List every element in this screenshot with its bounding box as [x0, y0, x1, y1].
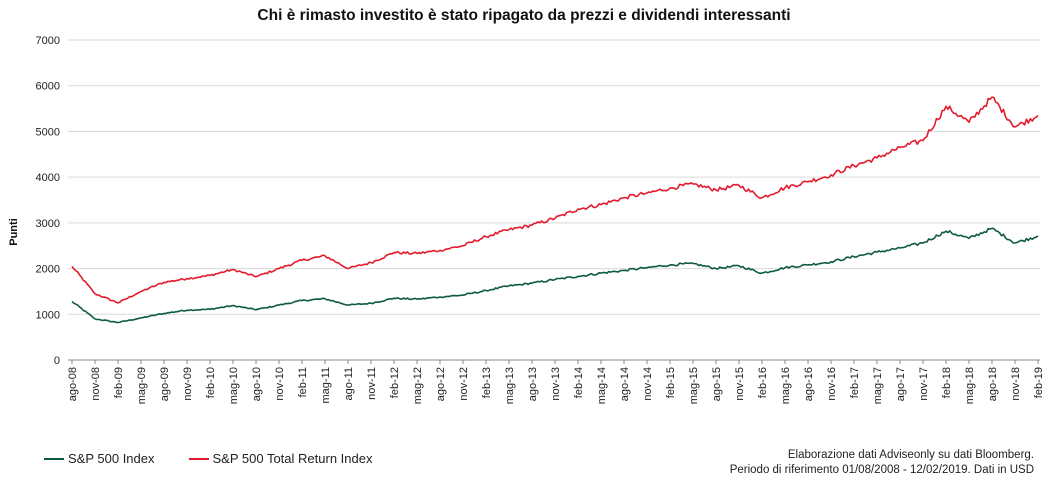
x-tick-label: ago-13	[527, 367, 539, 401]
x-tick-label: nov-09	[182, 367, 194, 401]
x-tick-label: feb-15	[665, 367, 677, 398]
x-tick-label: ago-18	[987, 367, 999, 401]
x-tick-label: mag-14	[596, 367, 608, 404]
x-tick-label: ago-08	[67, 367, 79, 401]
legend-label-sp500: S&P 500 Index	[68, 451, 155, 466]
y-tick-label: 4000	[36, 172, 60, 184]
x-tick-label: feb-14	[573, 367, 585, 398]
legend-swatch-sp500-tr	[188, 457, 209, 460]
y-tick-label: 5000	[36, 126, 60, 138]
x-tick-label: nov-16	[826, 367, 838, 401]
x-axis: ago-08 nov-08 feb-09 mag-09 ago-09 nov-09 feb-…	[67, 360, 1045, 404]
x-tick-label: feb-12	[389, 367, 401, 398]
legend-item-sp500-tr: S&P 500 Total Return Index	[188, 451, 373, 466]
x-tick-label: ago-11	[343, 367, 355, 400]
x-tick-label: ago-15	[711, 367, 723, 401]
x-tick-label: mag-12	[412, 367, 424, 404]
x-tick-label: feb-19	[1033, 367, 1045, 398]
x-tick-label: feb-16	[757, 367, 769, 398]
x-tick-label: ago-17	[895, 367, 907, 401]
x-tick-label: ago-10	[251, 367, 263, 401]
x-tick-label: feb-09	[113, 367, 125, 398]
source-line-2: Periodo di riferimento 01/08/2008 - 12/0…	[729, 464, 1034, 476]
y-tick-label: 6000	[36, 81, 60, 93]
x-tick-label: mag-10	[228, 367, 240, 404]
x-tick-label: nov-14	[642, 367, 654, 401]
x-tick-label: nov-18	[1010, 367, 1022, 401]
x-tick-label: mag-11	[320, 367, 332, 403]
legend-label-sp500-tr: S&P 500 Total Return Index	[212, 451, 373, 466]
x-tick-label: feb-13	[481, 367, 493, 398]
x-tick-label: mag-18	[964, 367, 976, 404]
x-tick-label: mag-09	[136, 367, 148, 404]
line-chart: Chi è rimasto investito è stato ripagato…	[8, 7, 1045, 404]
source-note: Elaborazione dati Adviseonly su dati Blo…	[730, 448, 1034, 478]
series-line-sp500	[71, 227, 1039, 324]
y-axis-label: Punti	[8, 218, 20, 246]
x-tick-label: ago-09	[159, 367, 171, 401]
x-tick-label: nov-17	[918, 367, 930, 401]
x-tick-label: ago-16	[803, 367, 815, 401]
x-tick-label: mag-15	[688, 367, 700, 404]
x-tick-label: nov-12	[458, 367, 470, 401]
legend: S&P 500 Index S&P 500 Total Return Index	[44, 451, 372, 466]
x-tick-label: mag-17	[872, 367, 884, 404]
x-tick-label: ago-12	[435, 367, 447, 401]
x-tick-label: mag-16	[780, 367, 792, 404]
y-tick-label: 3000	[36, 218, 60, 230]
series-line-sp500-total-return	[71, 96, 1039, 304]
x-tick-label: nov-11	[366, 367, 378, 400]
x-tick-label: mag-13	[504, 367, 516, 404]
x-tick-label: feb-10	[205, 367, 217, 398]
x-tick-label: nov-15	[734, 367, 746, 401]
source-line-1: Elaborazione dati Adviseonly su dati Blo…	[787, 449, 1034, 461]
y-tick-label: 1000	[36, 309, 60, 321]
x-tick-label: feb-18	[941, 367, 953, 398]
x-tick-label: feb-17	[849, 367, 861, 398]
y-axis: 0 1000 2000 3000 4000 5000 6000 7000	[36, 35, 60, 367]
x-tick-label: nov-10	[274, 367, 286, 401]
grid-lines	[68, 39, 1040, 361]
x-tick-label: nov-13	[550, 367, 562, 401]
x-tick-label: feb-11	[297, 367, 309, 397]
y-tick-label: 0	[54, 355, 60, 367]
chart-title: Chi è rimasto investito è stato ripagato…	[257, 7, 790, 24]
series-lines	[71, 96, 1039, 324]
x-tick-label: nov-08	[90, 367, 102, 401]
y-tick-label: 7000	[36, 35, 60, 47]
x-tick-label: ago-14	[619, 367, 631, 401]
legend-swatch-sp500	[44, 457, 64, 460]
y-tick-label: 2000	[36, 264, 60, 276]
legend-item-sp500: S&P 500 Index	[44, 451, 155, 466]
